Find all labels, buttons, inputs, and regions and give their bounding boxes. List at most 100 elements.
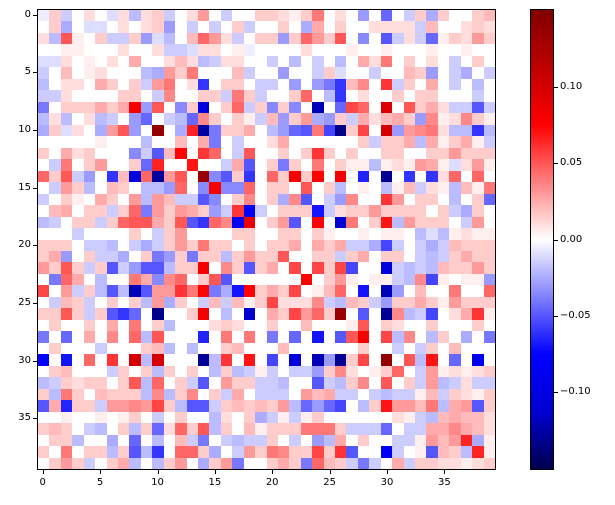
heatmap-cell xyxy=(426,377,438,389)
heatmap-cell xyxy=(140,400,153,412)
heatmap-cell xyxy=(437,457,450,469)
heatmap-cell xyxy=(117,365,130,378)
heatmap-cell xyxy=(472,147,484,160)
heatmap-cell xyxy=(140,377,153,389)
heatmap-cell xyxy=(255,170,267,183)
heatmap-cell xyxy=(83,446,96,458)
heatmap-cell xyxy=(323,331,336,343)
heatmap-cell xyxy=(106,354,118,366)
heatmap-cell xyxy=(163,377,176,389)
heatmap-cell xyxy=(335,228,347,240)
heatmap-cell xyxy=(220,78,233,91)
heatmap-cell xyxy=(437,124,450,137)
heatmap-cell xyxy=(255,205,267,217)
heatmap-cell xyxy=(300,124,313,137)
heatmap-cell xyxy=(255,159,267,171)
heatmap-cell xyxy=(483,193,495,206)
heatmap-cell xyxy=(449,55,461,68)
heatmap-cell xyxy=(472,32,484,45)
heatmap-cell xyxy=(152,216,164,229)
heatmap-cell xyxy=(346,400,358,412)
heatmap-cell xyxy=(472,377,484,389)
heatmap-cell xyxy=(437,400,450,412)
heatmap-cell xyxy=(312,434,324,447)
heatmap-cell xyxy=(369,205,381,217)
heatmap-cell xyxy=(152,423,164,435)
heatmap-cell xyxy=(449,78,461,91)
heatmap-cell xyxy=(357,136,370,148)
colorbar xyxy=(530,9,554,470)
y-tick-label: 20 xyxy=(18,239,31,251)
heatmap-cell xyxy=(415,446,427,458)
heatmap-cell xyxy=(426,273,438,286)
y-tick-label: 25 xyxy=(18,296,31,308)
heatmap-cell xyxy=(175,262,187,274)
heatmap-cell xyxy=(186,457,198,469)
heatmap-cell xyxy=(415,262,427,274)
heatmap-cell xyxy=(232,228,244,240)
heatmap-cell xyxy=(380,67,393,79)
heatmap-cell xyxy=(209,193,221,206)
heatmap-cell xyxy=(38,182,50,194)
heatmap-cell xyxy=(129,239,141,251)
heatmap-cell xyxy=(197,377,210,389)
heatmap-cell xyxy=(129,228,141,240)
heatmap-cell xyxy=(403,170,416,183)
heatmap-cell xyxy=(335,239,347,251)
heatmap-cell xyxy=(117,319,130,332)
heatmap-cell xyxy=(38,32,50,45)
heatmap-cell xyxy=(335,205,347,217)
heatmap-cell xyxy=(38,136,50,148)
heatmap-cell xyxy=(220,216,233,229)
heatmap-cell xyxy=(72,239,84,251)
heatmap-cell xyxy=(140,90,153,102)
heatmap-cell xyxy=(197,136,210,148)
heatmap-cell xyxy=(472,262,484,274)
heatmap-cell xyxy=(209,446,221,458)
heatmap-cell xyxy=(415,90,427,102)
heatmap-cell xyxy=(38,239,50,251)
heatmap-cell xyxy=(300,113,313,125)
heatmap-cell xyxy=(117,285,130,297)
heatmap-cell xyxy=(255,319,267,332)
heatmap-cell xyxy=(266,250,278,263)
heatmap-cell xyxy=(209,182,221,194)
heatmap-cell xyxy=(472,239,484,251)
heatmap-cell xyxy=(163,239,176,251)
heatmap-cell xyxy=(392,319,404,332)
heatmap-cell xyxy=(186,250,198,263)
heatmap-cell xyxy=(232,411,244,424)
heatmap-cell xyxy=(186,216,198,229)
heatmap-cell xyxy=(152,411,164,424)
heatmap-cell xyxy=(369,113,381,125)
heatmap-cell xyxy=(209,457,221,469)
heatmap-cell xyxy=(472,205,484,217)
heatmap-cell xyxy=(220,136,233,148)
heatmap-cell xyxy=(106,319,118,332)
heatmap-cell xyxy=(106,159,118,171)
colorbar-tick-mark xyxy=(554,86,558,88)
heatmap-cell xyxy=(95,10,107,22)
heatmap-cell xyxy=(95,354,107,366)
heatmap-cell xyxy=(437,365,450,378)
heatmap-cell xyxy=(392,308,404,320)
heatmap-cell xyxy=(335,67,347,79)
heatmap-cell xyxy=(197,331,210,343)
heatmap-cell xyxy=(175,205,187,217)
heatmap-cell xyxy=(117,170,130,183)
heatmap-cell xyxy=(255,239,267,251)
heatmap-cell xyxy=(335,250,347,263)
heatmap-cell xyxy=(472,182,484,194)
heatmap-cell xyxy=(186,182,198,194)
heatmap-cell xyxy=(83,434,96,447)
heatmap-cell xyxy=(220,434,233,447)
heatmap-cell xyxy=(323,44,336,56)
heatmap-cell xyxy=(186,285,198,297)
heatmap-cell xyxy=(186,308,198,320)
heatmap-cell xyxy=(175,446,187,458)
heatmap-cell xyxy=(95,446,107,458)
heatmap-cell xyxy=(323,400,336,412)
heatmap-cell xyxy=(483,55,495,68)
heatmap-cell xyxy=(175,216,187,229)
heatmap-cell xyxy=(437,273,450,286)
